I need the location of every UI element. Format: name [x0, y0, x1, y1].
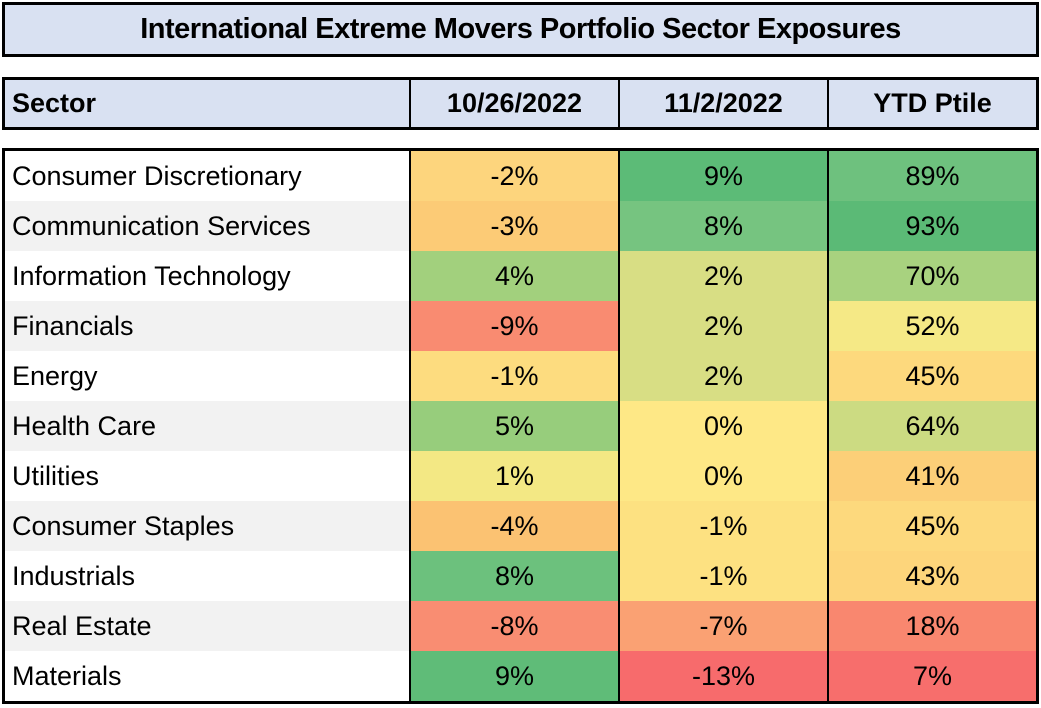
value-cell: -13% [618, 651, 827, 701]
column-header-date-1: 10/26/2022 [409, 80, 618, 127]
sector-cell: Industrials [5, 551, 409, 601]
table-row: Utilities 1% 0% 41% [5, 451, 1036, 501]
column-header-sector: Sector [12, 88, 97, 118]
value-cell: 52% [827, 301, 1036, 351]
value-cell: 89% [827, 151, 1036, 201]
table-row: Industrials 8% -1% 43% [5, 551, 1036, 601]
table-row: Energy -1% 2% 45% [5, 351, 1036, 401]
sector-cell: Materials [5, 651, 409, 701]
table-row: Real Estate -8% -7% 18% [5, 601, 1036, 651]
sector-cell: Health Care [5, 401, 409, 451]
page-title: International Extreme Movers Portfolio S… [140, 13, 901, 45]
value-cell: 18% [827, 601, 1036, 651]
sector-cell: Consumer Discretionary [5, 151, 409, 201]
sector-cell: Utilities [5, 451, 409, 501]
value-cell: 70% [827, 251, 1036, 301]
value-cell: 0% [618, 401, 827, 451]
value-cell: -1% [618, 551, 827, 601]
value-cell: -9% [409, 301, 618, 351]
table-row: Communication Services -3% 8% 93% [5, 201, 1036, 251]
value-cell: -1% [409, 351, 618, 401]
table-row: Materials 9% -13% 7% [5, 651, 1036, 701]
value-cell: -7% [618, 601, 827, 651]
value-cell: 1% [409, 451, 618, 501]
value-cell: 45% [827, 501, 1036, 551]
value-cell: 2% [618, 251, 827, 301]
value-cell: 9% [409, 651, 618, 701]
value-cell: -3% [409, 201, 618, 251]
value-cell: 93% [827, 201, 1036, 251]
value-cell: -8% [409, 601, 618, 651]
value-cell: 7% [827, 651, 1036, 701]
value-cell: -4% [409, 501, 618, 551]
table-header-row: Sector 10/26/2022 11/2/2022 YTD Ptile [2, 77, 1039, 130]
sector-cell: Information Technology [5, 251, 409, 301]
table-row: Consumer Staples -4% -1% 45% [5, 501, 1036, 551]
table-row: Health Care 5% 0% 64% [5, 401, 1036, 451]
value-cell: -2% [409, 151, 618, 201]
value-cell: 4% [409, 251, 618, 301]
sector-cell: Energy [5, 351, 409, 401]
value-cell: 5% [409, 401, 618, 451]
sector-cell: Communication Services [5, 201, 409, 251]
sector-cell: Consumer Staples [5, 501, 409, 551]
column-header-ytd-ptile: YTD Ptile [827, 80, 1036, 127]
sector-cell: Real Estate [5, 601, 409, 651]
value-cell: 9% [618, 151, 827, 201]
value-cell: 45% [827, 351, 1036, 401]
table-body: Consumer Discretionary -2% 9% 89% Communicat… [2, 148, 1039, 704]
value-cell: -1% [618, 501, 827, 551]
column-header-date-2: 11/2/2022 [618, 80, 827, 127]
value-cell: 64% [827, 401, 1036, 451]
table-row: Information Technology 4% 2% 70% [5, 251, 1036, 301]
value-cell: 43% [827, 551, 1036, 601]
value-cell: 0% [618, 451, 827, 501]
value-cell: 2% [618, 351, 827, 401]
value-cell: 8% [618, 201, 827, 251]
value-cell: 8% [409, 551, 618, 601]
value-cell: 41% [827, 451, 1036, 501]
value-cell: 2% [618, 301, 827, 351]
table-row: Consumer Discretionary -2% 9% 89% [5, 151, 1036, 201]
table-title-bar: International Extreme Movers Portfolio S… [2, 2, 1039, 57]
sector-cell: Financials [5, 301, 409, 351]
table-row: Financials -9% 2% 52% [5, 301, 1036, 351]
